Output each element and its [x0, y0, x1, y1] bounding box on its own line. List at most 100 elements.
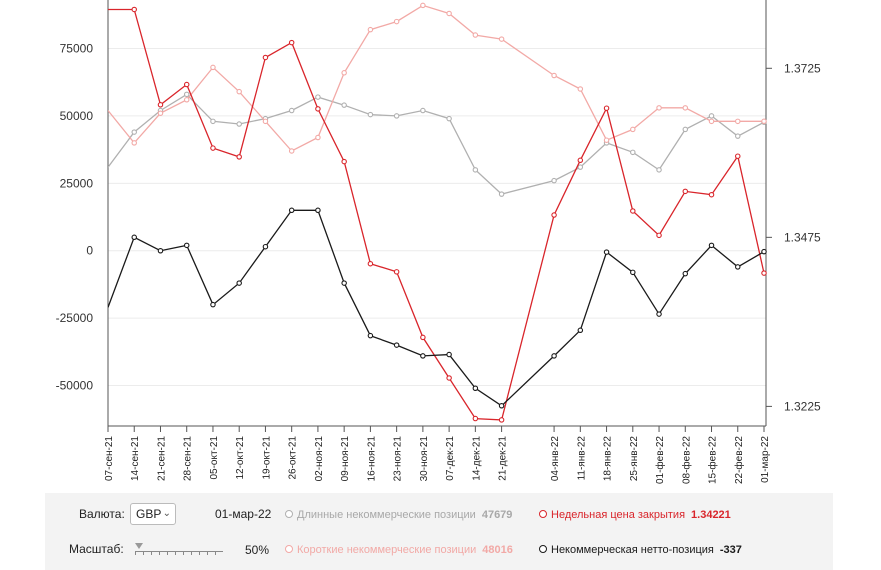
series-point-1 — [288, 148, 295, 154]
series-point-3 — [682, 270, 689, 277]
series-point-2 — [735, 153, 741, 159]
series-line-1 — [108, 4, 764, 152]
series-point-2 — [551, 212, 557, 218]
controls-panel: Валюта: GBP ⌄ 01-мар-22 Длинные некоммер… — [45, 493, 833, 570]
x-tick-label: 15-фев-22 — [707, 436, 719, 484]
series-point-3 — [708, 242, 715, 249]
legend-item-long[interactable]: Длинные некоммерческие позиции 47679 — [285, 509, 512, 521]
series-point-3 — [393, 342, 400, 348]
currency-label: Валюта: — [79, 507, 125, 521]
series-point-2 — [393, 269, 400, 275]
series-point-1 — [551, 72, 557, 79]
series-line-2 — [108, 8, 765, 421]
x-tick-label: 04-янв-22 — [550, 436, 561, 482]
y-tick-label-right: 1.3725 — [784, 61, 821, 75]
x-tick-label: 25-янв-22 — [629, 436, 640, 482]
series-point-3 — [131, 234, 137, 241]
series-point-2 — [577, 157, 584, 164]
series-point-2 — [315, 106, 321, 112]
x-tick-label: 07-сен-21 — [104, 436, 115, 481]
legend-item-close-price[interactable]: Недельная цена закрытия 1.34221 — [539, 509, 731, 521]
series-point-0 — [682, 126, 689, 133]
y-tick-label-left: -25000 — [56, 311, 94, 325]
y-tick-label-right: 1.3475 — [784, 230, 821, 244]
legend-item-net[interactable]: Некоммерческая нетто-позиция -337 — [539, 544, 742, 556]
x-tick-label: 30-ноя-21 — [419, 436, 430, 482]
series-point-2 — [420, 334, 426, 341]
series-point-1 — [603, 137, 610, 143]
x-tick-label: 05-окт-21 — [209, 436, 220, 480]
series-point-0 — [577, 164, 584, 170]
series-point-1 — [656, 105, 662, 111]
series-point-2 — [236, 154, 242, 160]
series-point-3 — [446, 351, 452, 358]
scale-slider[interactable] — [135, 543, 223, 557]
series-point-3 — [367, 332, 374, 339]
x-tick-label: 23-ноя-21 — [393, 436, 404, 482]
series-point-3 — [630, 269, 636, 276]
series-point-0 — [367, 111, 374, 118]
series-point-1 — [236, 88, 242, 95]
series-point-1 — [393, 18, 400, 25]
legend-item-short[interactable]: Короткие некоммерческие позиции 48016 — [285, 544, 513, 556]
series-point-2 — [708, 191, 715, 198]
series-point-2 — [682, 188, 689, 195]
series-point-1 — [367, 26, 374, 33]
currency-select[interactable]: GBP ⌄ — [130, 503, 176, 525]
series-point-0 — [498, 191, 505, 197]
legend-marker-icon — [285, 510, 293, 518]
series-point-2 — [262, 54, 269, 61]
scale-value: 50% — [245, 543, 270, 557]
series-point-1 — [682, 105, 689, 111]
series-point-1 — [341, 70, 347, 76]
legend-marker-icon — [285, 545, 293, 553]
x-tick-label: 18-янв-22 — [603, 436, 614, 482]
x-tick-label: 12-окт-21 — [235, 436, 246, 480]
series-point-2 — [446, 375, 452, 381]
series-point-1 — [315, 134, 321, 141]
y-tick-label-left: 25000 — [60, 176, 94, 190]
series-point-1 — [630, 126, 636, 133]
x-tick-label: 26-окт-21 — [288, 436, 299, 480]
series-point-2 — [157, 102, 164, 108]
x-tick-label: 14-сен-21 — [130, 436, 141, 481]
scale-label: Масштаб: — [69, 542, 124, 556]
x-tick-label: 28-сен-21 — [183, 436, 194, 481]
series-point-0 — [708, 113, 715, 119]
cot-chart: 75000 50000 25000 0 -25000 -50000 1.3725 1.3475… — [56, 0, 821, 484]
x-tick-label: 01-мар-22 — [760, 436, 771, 483]
series-point-0 — [341, 102, 347, 108]
series-point-0 — [446, 115, 452, 122]
x-tick-label: 01-фев-22 — [654, 436, 666, 484]
series-point-2 — [288, 39, 295, 46]
y-tick-label-right: 1.3225 — [784, 399, 821, 413]
x-tick-label: 11-янв-22 — [576, 436, 587, 481]
series-point-3 — [420, 353, 426, 359]
date-value[interactable]: 01-мар-22 — [215, 507, 272, 521]
series-point-0 — [420, 107, 426, 114]
series-point-0 — [210, 118, 216, 125]
x-tick-label: 09-ноя-21 — [340, 436, 351, 482]
series-point-2 — [341, 158, 347, 165]
series-point-3 — [157, 247, 164, 254]
series-point-1 — [131, 140, 137, 146]
series-point-1 — [420, 2, 426, 9]
series-point-2 — [367, 260, 374, 267]
series-point-3 — [288, 207, 295, 214]
y-tick-label-left: 50000 — [60, 109, 94, 123]
series-line-3 — [108, 209, 765, 407]
series-point-3 — [498, 403, 505, 409]
series-point-0 — [288, 107, 295, 114]
x-tick-label: 08-фев-22 — [680, 436, 692, 484]
series-point-0 — [393, 113, 400, 119]
series-point-3 — [315, 207, 321, 214]
series-point-2 — [603, 105, 610, 111]
x-tick-label: 14-дек-21 — [471, 436, 482, 481]
series-point-3 — [183, 242, 190, 249]
slider-thumb[interactable] — [135, 543, 143, 549]
series-point-2 — [630, 208, 636, 214]
x-tick-label: 02-ноя-21 — [314, 436, 325, 482]
series-point-1 — [210, 64, 216, 71]
series-point-0 — [656, 167, 662, 173]
series-point-0 — [131, 129, 137, 135]
